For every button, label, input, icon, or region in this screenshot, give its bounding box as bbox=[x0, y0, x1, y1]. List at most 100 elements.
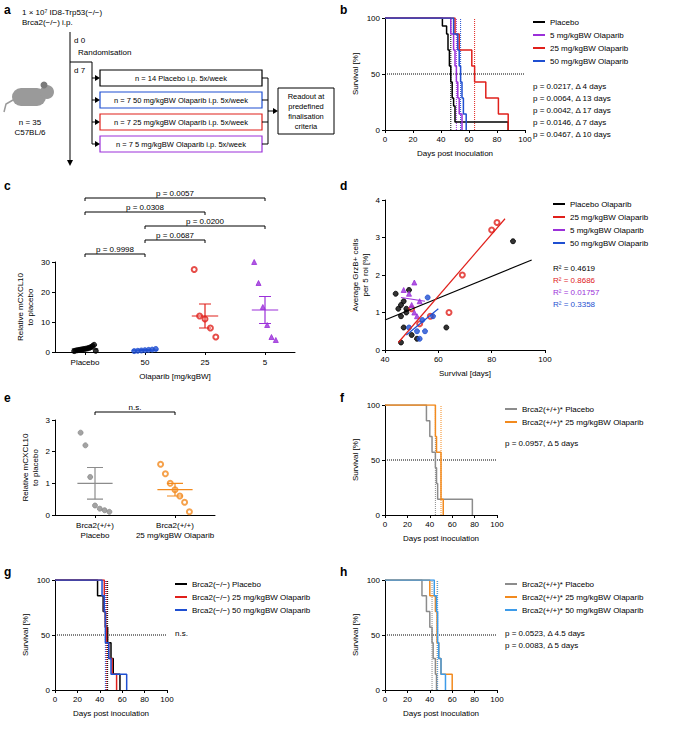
svg-text:n = 7 25 mg/kgBW Olaparib i.p.: n = 7 25 mg/kgBW Olaparib i.p. 5x/week bbox=[114, 118, 248, 127]
svg-text:100: 100 bbox=[490, 695, 504, 704]
svg-text:5 mg/kgBW Olaparib: 5 mg/kgBW Olaparib bbox=[570, 226, 644, 235]
svg-text:Brca2(+/+)* 25 mg/kgBW Olapari: Brca2(+/+)* 25 mg/kgBW Olaparib bbox=[522, 593, 644, 602]
svg-text:2: 2 bbox=[376, 271, 381, 280]
svg-text:d 0: d 0 bbox=[74, 36, 86, 45]
svg-text:Survival [%]: Survival [%] bbox=[21, 614, 30, 656]
svg-text:60: 60 bbox=[118, 695, 127, 704]
svg-text:Brca2(+/+): Brca2(+/+) bbox=[156, 521, 194, 530]
svg-text:100: 100 bbox=[490, 520, 504, 529]
svg-text:Placebo: Placebo bbox=[71, 358, 100, 367]
svg-text:p = 0.0217, Δ 4 days: p = 0.0217, Δ 4 days bbox=[533, 82, 606, 91]
svg-text:100: 100 bbox=[367, 14, 381, 23]
svg-text:0: 0 bbox=[46, 348, 51, 357]
svg-text:60: 60 bbox=[434, 355, 443, 364]
svg-text:80: 80 bbox=[487, 355, 496, 364]
svg-text:Days post inoculation: Days post inoculation bbox=[73, 709, 149, 718]
svg-text:n.s.: n.s. bbox=[175, 629, 188, 638]
svg-text:n = 35: n = 35 bbox=[19, 118, 42, 127]
svg-text:C57BL/6: C57BL/6 bbox=[14, 128, 46, 137]
svg-text:100: 100 bbox=[160, 695, 174, 704]
svg-text:0: 0 bbox=[383, 135, 388, 144]
svg-text:Brca2(+/+): Brca2(+/+) bbox=[76, 521, 114, 530]
svg-text:n = 14 Placebo i.p. 5x/week: n = 14 Placebo i.p. 5x/week bbox=[135, 74, 227, 83]
svg-text:3: 3 bbox=[46, 416, 51, 425]
svg-text:1: 1 bbox=[376, 308, 381, 317]
svg-text:d: d bbox=[340, 179, 347, 193]
svg-text:p = 0.0083, Δ 5 days: p = 0.0083, Δ 5 days bbox=[505, 641, 578, 650]
svg-text:n.s.: n.s. bbox=[129, 403, 142, 412]
svg-text:20: 20 bbox=[73, 695, 82, 704]
svg-text:50: 50 bbox=[371, 631, 380, 640]
svg-text:5: 5 bbox=[263, 358, 268, 367]
svg-text:80: 80 bbox=[140, 695, 149, 704]
svg-text:e: e bbox=[4, 391, 11, 405]
svg-text:Survival [%]: Survival [%] bbox=[351, 53, 360, 95]
svg-text:R² = 0.4619: R² = 0.4619 bbox=[553, 264, 596, 273]
svg-text:p = 0.0687: p = 0.0687 bbox=[156, 231, 195, 240]
svg-text:Survival [days]: Survival [days] bbox=[439, 369, 491, 378]
svg-text:Brca2(−/−) 25 mg/kgBW Olaparib: Brca2(−/−) 25 mg/kgBW Olaparib bbox=[192, 593, 311, 602]
svg-text:80: 80 bbox=[470, 695, 479, 704]
svg-text:5 mg/kgBW Olaparib: 5 mg/kgBW Olaparib bbox=[550, 31, 624, 40]
svg-text:finalisation: finalisation bbox=[288, 112, 323, 121]
svg-text:Randomisation: Randomisation bbox=[78, 48, 131, 57]
svg-text:Brca2(+/+)* 25 mg/kgBW Olapari: Brca2(+/+)* 25 mg/kgBW Olaparib bbox=[522, 418, 644, 427]
svg-text:0: 0 bbox=[376, 511, 381, 520]
svg-text:Days post inoculation: Days post inoculation bbox=[417, 149, 493, 158]
svg-text:25 mg/kgBW Olaparib: 25 mg/kgBW Olaparib bbox=[550, 44, 629, 53]
svg-text:Brca2(−/−) 50 mg/kgBW Olaparib: Brca2(−/−) 50 mg/kgBW Olaparib bbox=[192, 606, 311, 615]
svg-text:100: 100 bbox=[367, 576, 381, 585]
svg-text:Readout at: Readout at bbox=[288, 92, 326, 101]
svg-text:b: b bbox=[340, 3, 347, 17]
svg-text:c: c bbox=[4, 179, 11, 193]
svg-text:0: 0 bbox=[376, 686, 381, 695]
svg-text:Brca2(−/−) Placebo: Brca2(−/−) Placebo bbox=[192, 580, 261, 589]
svg-text:20: 20 bbox=[403, 695, 412, 704]
svg-text:d 7: d 7 bbox=[74, 66, 86, 75]
svg-text:p = 0.0957, Δ 5 days: p = 0.0957, Δ 5 days bbox=[505, 439, 578, 448]
svg-text:0: 0 bbox=[383, 695, 388, 704]
svg-text:Survival [%]: Survival [%] bbox=[351, 614, 360, 656]
svg-text:2: 2 bbox=[46, 447, 51, 456]
svg-text:50: 50 bbox=[371, 456, 380, 465]
svg-text:Days post inoculation: Days post inoculation bbox=[403, 534, 479, 543]
svg-text:to placebo: to placebo bbox=[31, 448, 40, 485]
svg-text:a: a bbox=[4, 3, 11, 17]
svg-text:R² = 0.8686: R² = 0.8686 bbox=[553, 276, 596, 285]
svg-text:R² = 0.01757: R² = 0.01757 bbox=[553, 288, 600, 297]
svg-text:40: 40 bbox=[437, 135, 446, 144]
svg-text:to placebo: to placebo bbox=[26, 288, 35, 325]
svg-text:25: 25 bbox=[201, 358, 210, 367]
svg-text:p = 0.0042, Δ 17 days: p = 0.0042, Δ 17 days bbox=[533, 106, 611, 115]
svg-text:30: 30 bbox=[41, 258, 50, 267]
svg-text:p = 0.0146, Δ 7 days: p = 0.0146, Δ 7 days bbox=[533, 118, 606, 127]
svg-text:50: 50 bbox=[371, 70, 380, 79]
svg-text:Brca2(+/+)* Placebo: Brca2(+/+)* Placebo bbox=[522, 580, 595, 589]
svg-text:0: 0 bbox=[53, 695, 58, 704]
svg-text:60: 60 bbox=[448, 520, 457, 529]
svg-text:100: 100 bbox=[538, 355, 552, 364]
svg-text:60: 60 bbox=[448, 695, 457, 704]
svg-text:80: 80 bbox=[493, 135, 502, 144]
svg-text:20: 20 bbox=[41, 288, 50, 297]
svg-text:p = 0.9998: p = 0.9998 bbox=[96, 245, 135, 254]
svg-text:100: 100 bbox=[367, 401, 381, 410]
svg-text:0: 0 bbox=[46, 686, 51, 695]
svg-text:p = 0.0057: p = 0.0057 bbox=[156, 189, 195, 198]
svg-text:1 × 10⁷ ID8-Trp53(−/−): 1 × 10⁷ ID8-Trp53(−/−) bbox=[22, 8, 103, 17]
svg-text:50: 50 bbox=[41, 631, 50, 640]
svg-text:25 mg/kgBW Olaparib: 25 mg/kgBW Olaparib bbox=[570, 213, 649, 222]
svg-text:Relative mCXCL10: Relative mCXCL10 bbox=[16, 272, 25, 341]
svg-text:Olaparib [mg/kgBW]: Olaparib [mg/kgBW] bbox=[139, 372, 211, 381]
svg-text:n = 7 50 mg/kgBW Olaparib i.p.: n = 7 50 mg/kgBW Olaparib i.p. 5x/week bbox=[114, 96, 248, 105]
svg-text:50 mg/kgBW Olaparib: 50 mg/kgBW Olaparib bbox=[550, 57, 629, 66]
svg-text:1: 1 bbox=[46, 479, 51, 488]
svg-text:Average GrzB+ cells: Average GrzB+ cells bbox=[351, 239, 360, 312]
svg-text:Placebo: Placebo bbox=[550, 18, 579, 27]
svg-text:20: 20 bbox=[409, 135, 418, 144]
svg-text:p = 0.0523, Δ 4.5 days: p = 0.0523, Δ 4.5 days bbox=[505, 629, 585, 638]
svg-text:Brca2(−/−) i.p.: Brca2(−/−) i.p. bbox=[22, 18, 73, 27]
svg-text:p = 0.0467, Δ 10 days: p = 0.0467, Δ 10 days bbox=[533, 130, 611, 139]
svg-text:40: 40 bbox=[425, 695, 434, 704]
svg-text:Relative mCXCL10: Relative mCXCL10 bbox=[21, 433, 30, 502]
